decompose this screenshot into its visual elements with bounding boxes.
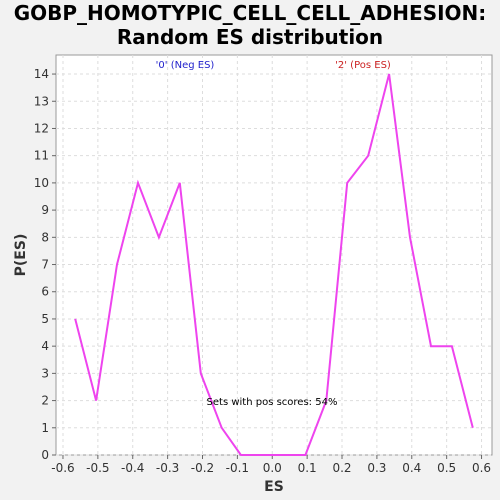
chart-title-line1: GOBP_HOMOTYPIC_CELL_CELL_ADHESION:: [13, 1, 487, 25]
x-tick-label: -0.5: [86, 461, 109, 475]
y-axis-label: P(ES): [13, 234, 29, 277]
x-axis-label: ES: [264, 479, 284, 495]
x-tick-label: 0.4: [402, 461, 421, 475]
x-tick-label: 0.3: [367, 461, 386, 475]
annotation-neg-es: '0' (Neg ES): [156, 60, 215, 71]
series-layer: [74, 73, 474, 456]
y-tick-label: 1: [41, 421, 49, 435]
x-tick-label: 0.0: [263, 461, 282, 475]
y-tick-label: 2: [41, 394, 49, 408]
y-tick-label: 13: [34, 94, 49, 108]
y-tick-label: 14: [34, 67, 49, 81]
x-tick-label: -0.3: [156, 461, 179, 475]
y-tick-label: 10: [34, 176, 49, 190]
y-tick-label: 11: [34, 149, 49, 163]
tick-marks: -0.6 -0.5 -0.4 -0.3 -0.2 -0.1 0.0 0.1 0.2 0.3 0.4 0…: [34, 67, 491, 475]
y-tick-label: 3: [41, 366, 49, 380]
y-tick-label: 9: [41, 203, 49, 217]
x-tick-label: -0.6: [51, 461, 74, 475]
x-tick-label: 0.2: [332, 461, 351, 475]
y-tick-label: 8: [41, 230, 49, 244]
y-tick-label: 7: [41, 258, 49, 272]
annotation-pos-es: '2' (Pos ES): [335, 60, 391, 71]
y-tick-label: 6: [41, 285, 49, 299]
x-tick-label: 0.1: [298, 461, 317, 475]
y-tick-label: 0: [41, 448, 49, 462]
annotation-pos-scores: Sets with pos scores: 54%: [207, 397, 338, 408]
plot-area: [55, 54, 493, 456]
x-tick-label: -0.1: [226, 461, 249, 475]
chart-title-line2: Random ES distribution: [116, 25, 384, 49]
y-tick-label: 12: [34, 121, 49, 135]
y-tick-label: 5: [41, 312, 49, 326]
x-tick-label: 0.6: [472, 461, 491, 475]
x-tick-label: 0.5: [437, 461, 456, 475]
y-tick-label: 4: [41, 339, 49, 353]
x-tick-label: -0.4: [121, 461, 144, 475]
grid: [56, 55, 492, 456]
x-tick-label: -0.2: [191, 461, 214, 475]
series-line: [74, 73, 474, 456]
